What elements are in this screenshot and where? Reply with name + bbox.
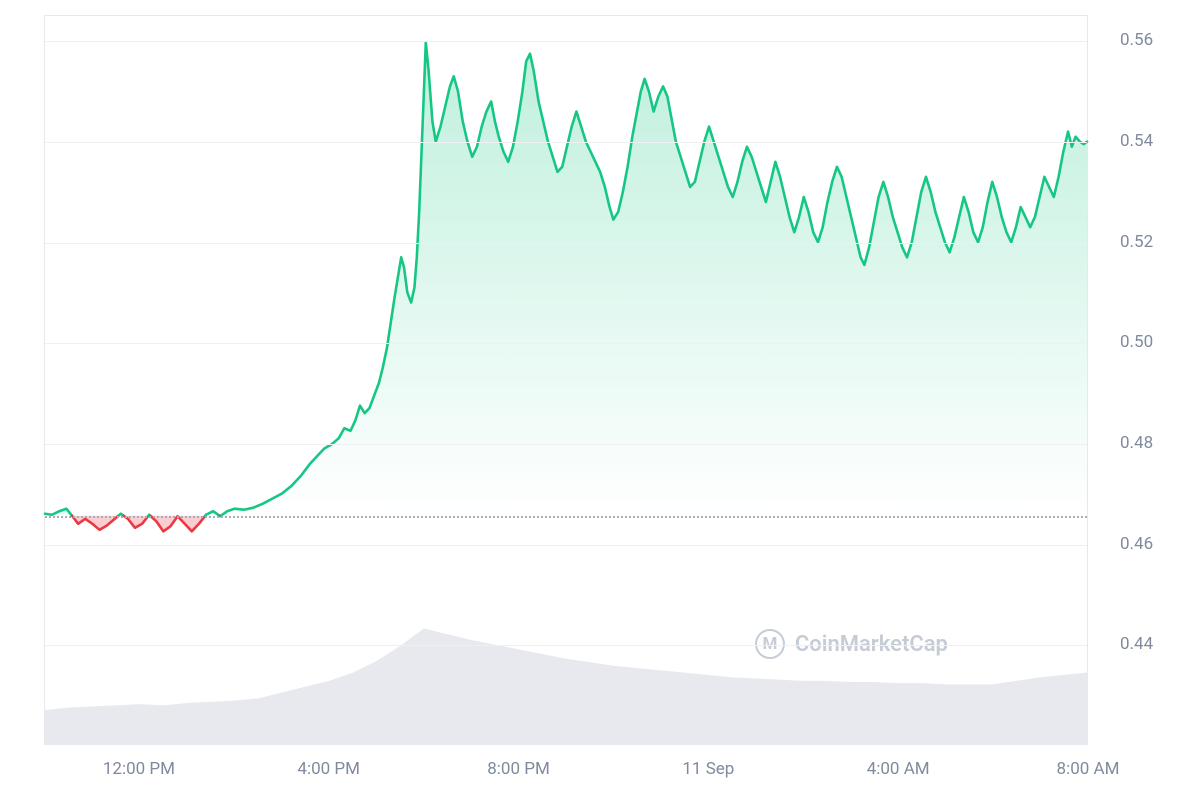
y-tick-label: 0.50 xyxy=(1120,332,1180,352)
x-tick-label: 4:00 AM xyxy=(867,759,930,779)
gridline-h xyxy=(45,444,1087,445)
y-tick-label: 0.52 xyxy=(1120,232,1180,252)
y-axis: 0.44 0.46 0.48 0.50 0.52 0.54 0.56 xyxy=(1100,15,1180,745)
baseline xyxy=(45,516,1087,518)
x-tick-label: 11 Sep xyxy=(682,759,734,779)
price-line xyxy=(45,16,1087,745)
y-tick-label: 0.44 xyxy=(1120,634,1180,654)
y-tick-label: 0.46 xyxy=(1120,534,1180,554)
x-tick-label: 8:00 PM xyxy=(487,759,550,779)
price-chart[interactable]: M CoinMarketCap 0.44 0.46 0.48 0.50 0.52 0.54… xyxy=(0,0,1200,800)
x-tick-label: 12:00 PM xyxy=(103,759,175,779)
plot-area[interactable]: M CoinMarketCap xyxy=(44,15,1088,745)
gridline-h xyxy=(45,142,1087,143)
y-tick-label: 0.54 xyxy=(1120,131,1180,151)
x-axis: 12:00 PM4:00 PM8:00 PM11 Sep4:00 AM8:00 … xyxy=(44,753,1088,783)
gridline-h xyxy=(45,343,1087,344)
y-tick-label: 0.56 xyxy=(1120,30,1180,50)
gridline-h xyxy=(45,545,1087,546)
gridline-h xyxy=(45,41,1087,42)
x-tick-label: 8:00 AM xyxy=(1057,759,1120,779)
gridline-h xyxy=(45,243,1087,244)
gridline-h xyxy=(45,645,1087,646)
y-tick-label: 0.48 xyxy=(1120,433,1180,453)
x-tick-label: 4:00 PM xyxy=(297,759,360,779)
